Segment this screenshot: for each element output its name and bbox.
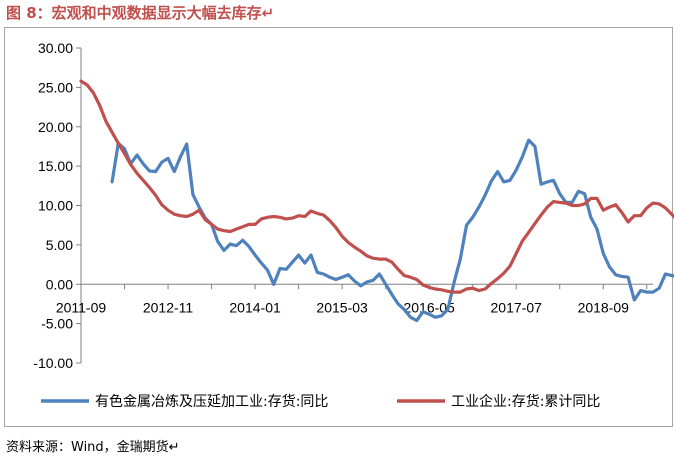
y-tick-label: 5.00 (46, 237, 73, 253)
chart-legend: 有色金属冶炼及压延加工业:存货:同比 工业企业:存货:累计同比 (41, 393, 600, 410)
x-tick-label: 2016-05 (403, 299, 455, 315)
y-tick-label: 20.00 (38, 119, 73, 135)
series-line-1 (110, 138, 674, 323)
series-line-2 (79, 79, 674, 294)
x-tick-label: 2015-03 (316, 299, 368, 315)
x-tick-label: 2014-01 (229, 299, 281, 315)
y-tick-label: 15.00 (38, 158, 73, 174)
x-tick-label: 2017-07 (491, 299, 543, 315)
chart-series (79, 79, 674, 323)
y-tick-label: 0.00 (46, 276, 73, 292)
source-note: 资料来源：Wind，金瑞期货↵ (6, 440, 180, 455)
chart-axes: 30.00 25.00 20.00 15.00 10.00 5.00 0.00 -5.00 -1… (33, 40, 653, 371)
x-tick-label: 2011-09 (56, 299, 107, 315)
x-tick-label: 2012-11 (143, 299, 194, 315)
y-tick-label: -5.00 (41, 316, 73, 332)
legend-label-1: 有色金属冶炼及压延加工业:存货:同比 (95, 393, 328, 410)
line-chart: 30.00 25.00 20.00 15.00 10.00 5.00 0.00 -5.00 -1… (33, 40, 674, 410)
legend-label-2: 工业企业:存货:累计同比 (451, 393, 600, 410)
y-tick-label: -10.00 (33, 355, 73, 371)
y-tick-label: 30.00 (38, 40, 73, 56)
y-tick-label: 10.00 (38, 198, 73, 214)
chart-frame: 30.00 25.00 20.00 15.00 10.00 5.00 0.00 -5.00 -1… (4, 27, 674, 427)
y-tick-label: 25.00 (38, 79, 73, 95)
x-tick-label: 2018-09 (578, 299, 630, 315)
figure-title: 图 8：宏观和中观数据显示大幅去库存↵ (6, 4, 275, 22)
